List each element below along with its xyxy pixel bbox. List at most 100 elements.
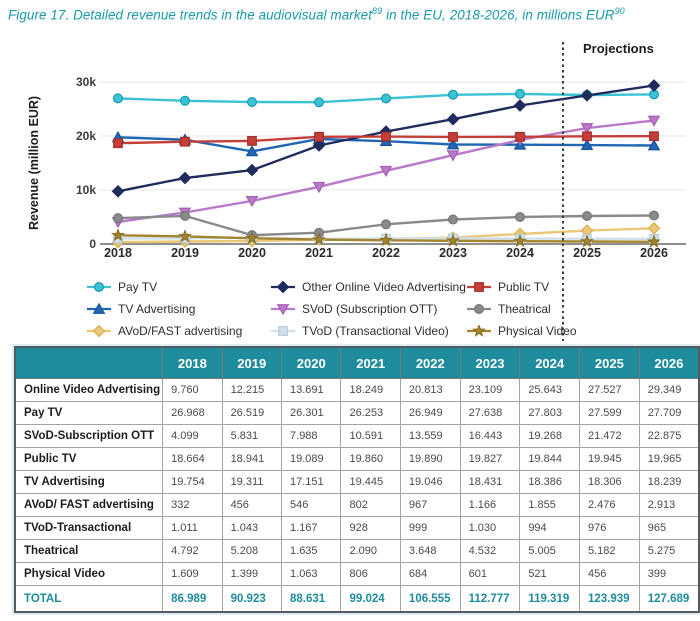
x-tick-label: 2023 — [439, 246, 467, 260]
legend-item-public-tv: Public TV — [466, 279, 626, 295]
table-cell: 18.386 — [519, 470, 580, 494]
total-cell: 112.777 — [459, 585, 521, 613]
point-marker — [446, 150, 460, 162]
total-cell: 106.555 — [399, 585, 461, 613]
table-cell: 19.311 — [221, 470, 283, 494]
col-header-2020: 2020 — [281, 346, 342, 379]
table-cell: 23.109 — [459, 378, 521, 402]
table-cell: 1.855 — [519, 493, 580, 517]
table-total-row: TOTAL 86.989 90.923 88.631 99.024 106.555 112.… — [14, 585, 700, 613]
col-header-2026: 2026 — [638, 346, 700, 379]
table-cell: 806 — [340, 562, 401, 586]
point-marker — [580, 138, 594, 151]
table-cell: 967 — [399, 493, 461, 517]
table-cell: 18.239 — [638, 470, 700, 494]
table-cell: 976 — [579, 516, 640, 540]
table-cell: 1.063 — [281, 562, 342, 586]
row-label: TV Advertising — [14, 470, 164, 494]
point-marker — [448, 89, 459, 100]
table-cell: 5.208 — [221, 539, 283, 563]
table-cell: 1.166 — [459, 493, 521, 517]
legend-item-avod-fast-advertising: AVoD/FAST advertising — [86, 323, 270, 339]
point-marker — [582, 131, 592, 142]
point-marker — [446, 233, 460, 247]
point-marker — [381, 219, 392, 230]
table-row-theatrical: Theatrical 4.792 5.208 1.635 2.090 3.648 4.532… — [14, 539, 700, 563]
projection-divider-line — [562, 42, 565, 612]
point-marker — [446, 112, 460, 126]
y-tick-label: 30k — [76, 75, 96, 89]
col-header-2025: 2025 — [579, 346, 640, 379]
footnote-ref-90: 90 — [614, 6, 625, 16]
table-cell: 29.349 — [638, 378, 700, 402]
point-marker — [112, 213, 123, 224]
projections-label: Projections — [583, 41, 654, 56]
point-marker — [648, 210, 659, 221]
point-marker — [381, 93, 392, 104]
total-cell: 88.631 — [281, 585, 342, 613]
table-cell: 1.011 — [162, 516, 223, 540]
table-cell: 26.253 — [340, 401, 401, 425]
point-marker — [111, 184, 125, 198]
table-cell: 18.664 — [162, 447, 223, 471]
table-cell: 7.988 — [281, 424, 342, 448]
point-marker — [472, 325, 486, 337]
legend-item-svod-subscription-ott: SVoD (Subscription OTT) — [270, 301, 466, 317]
point-marker — [178, 171, 192, 185]
point-marker — [513, 99, 527, 112]
point-marker — [647, 221, 661, 235]
point-marker — [247, 136, 257, 146]
col-header-2019: 2019 — [221, 346, 283, 379]
table-cell: 20.813 — [399, 378, 461, 402]
total-label: TOTAL — [14, 585, 164, 613]
table-cell: 12.215 — [221, 378, 283, 402]
footnote-ref-89: 89 — [372, 6, 383, 16]
table-cell: 27.527 — [579, 378, 640, 402]
table-cell: 16.443 — [459, 424, 521, 448]
table-cell: 22.875 — [638, 424, 700, 448]
point-marker — [180, 210, 191, 221]
chart-legend: Pay TV TV Advertising AVoD/FAST advertisin… — [86, 279, 626, 339]
table-cell: 332 — [162, 493, 223, 517]
table-cell: 5.005 — [519, 539, 580, 563]
table-cell: 521 — [519, 562, 580, 586]
point-marker — [92, 303, 106, 314]
table-cell: 26.949 — [399, 401, 461, 425]
row-label: TVoD-Transactional — [14, 516, 164, 540]
point-marker — [379, 165, 393, 178]
row-label: Pay TV — [14, 401, 164, 425]
table-cell: 18.941 — [221, 447, 283, 471]
table-row-svod-subscription-ott: SVoD-Subscription OTT 4.099 5.831 7.988 10.5… — [14, 424, 700, 448]
svod-subscription-ott-marker-icon — [271, 304, 295, 315]
table-cell: 27.709 — [638, 401, 700, 425]
table-cell: 18.431 — [459, 470, 521, 494]
point-marker — [178, 229, 192, 243]
figure-title-mid: in the EU, 2018-2026, in millions EUR — [382, 7, 615, 23]
table-cell: 19.046 — [399, 470, 461, 494]
table-header-row: 2018 2019 2020 2021 2022 2023 2024 2025 2026 — [14, 346, 700, 379]
table-cell: 19.945 — [579, 447, 640, 471]
x-tick-label: 2024 — [506, 246, 534, 260]
table-cell: 19.890 — [399, 447, 461, 471]
table-row-pay-tv: Pay TV 26.968 26.519 26.301 26.253 26.949 27.6… — [14, 401, 700, 425]
point-marker — [245, 163, 259, 177]
legend-item-pay-tv: Pay TV — [86, 279, 270, 295]
point-marker — [580, 234, 594, 248]
point-marker — [314, 97, 325, 108]
tv-advertising-marker-icon — [87, 303, 111, 314]
point-marker — [276, 304, 290, 315]
total-cell: 99.024 — [340, 585, 401, 613]
table-cell: 13.559 — [399, 424, 461, 448]
point-marker — [379, 233, 393, 247]
x-tick-label: 2021 — [305, 246, 333, 260]
col-header-2021: 2021 — [340, 346, 401, 379]
avod-fast-advertising-marker-icon — [87, 325, 111, 337]
point-marker — [649, 131, 659, 142]
point-marker — [647, 139, 661, 151]
point-marker — [314, 131, 324, 142]
x-tick-label: 2018 — [104, 246, 132, 260]
point-marker — [647, 79, 661, 92]
legend-label: TV Advertising — [118, 302, 196, 316]
point-marker — [312, 232, 326, 246]
table-cell: 19.445 — [340, 470, 401, 494]
